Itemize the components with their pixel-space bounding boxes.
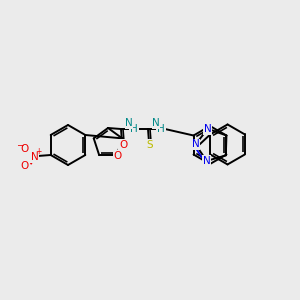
Text: O: O <box>119 140 127 150</box>
Text: −: − <box>16 140 23 149</box>
Text: S: S <box>147 140 153 150</box>
Text: N: N <box>203 156 211 166</box>
Text: H: H <box>157 124 165 134</box>
Text: N: N <box>204 124 212 134</box>
Text: H: H <box>130 124 138 134</box>
Text: N: N <box>152 118 160 128</box>
Text: N: N <box>192 140 200 149</box>
Text: N: N <box>125 118 133 128</box>
Text: O: O <box>114 151 122 161</box>
Text: O: O <box>21 161 29 171</box>
Text: O: O <box>21 144 29 154</box>
Text: +: + <box>35 148 42 157</box>
Text: N: N <box>31 152 39 162</box>
